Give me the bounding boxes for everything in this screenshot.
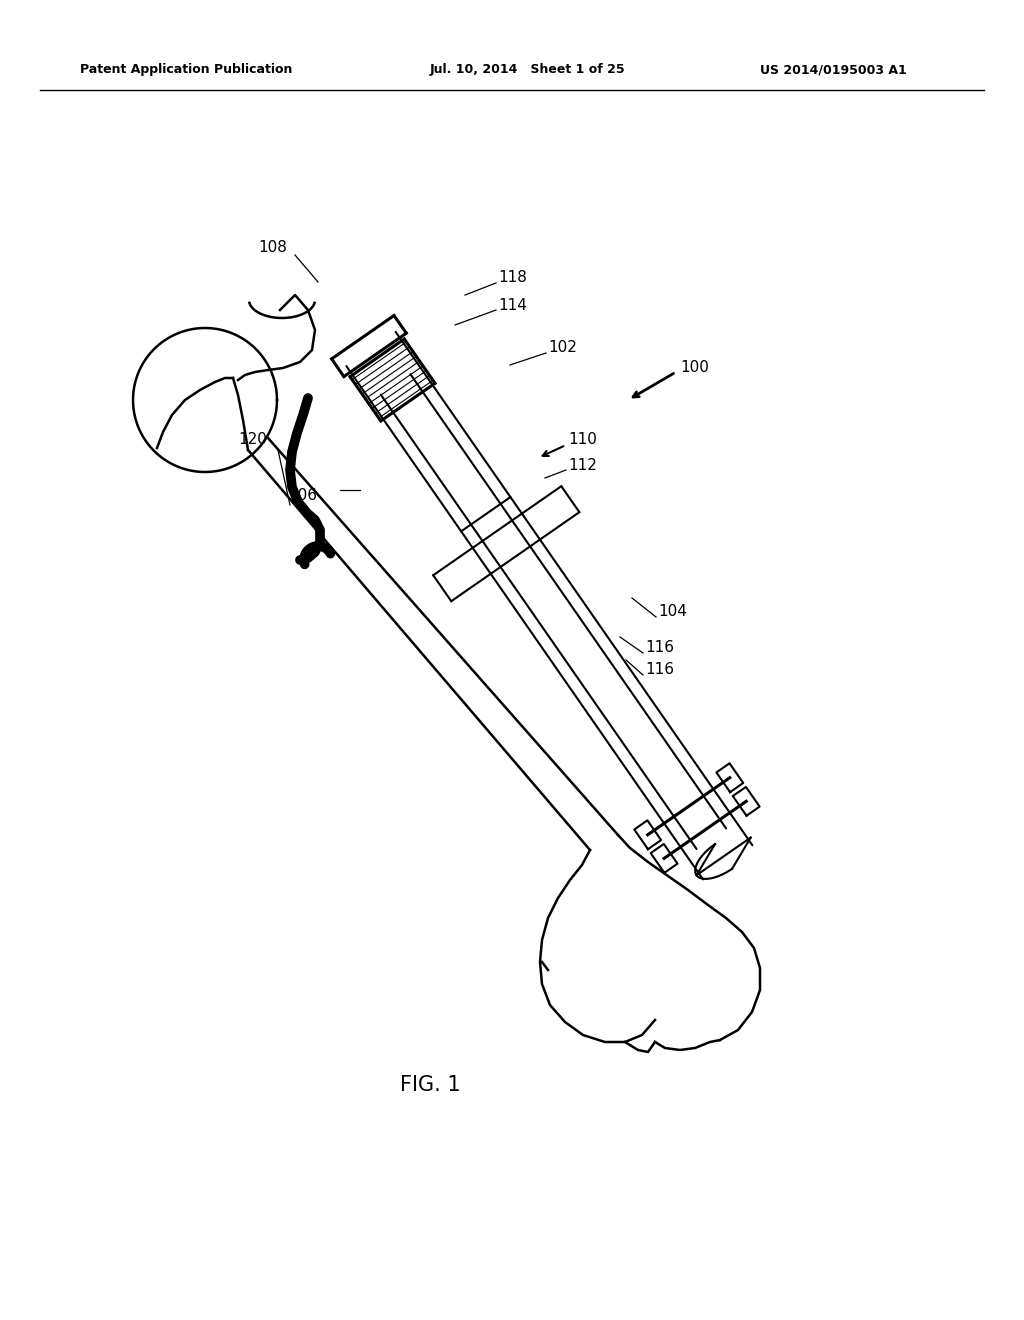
Text: 112: 112 bbox=[568, 458, 597, 473]
Text: Patent Application Publication: Patent Application Publication bbox=[80, 63, 293, 77]
Text: 120: 120 bbox=[238, 433, 267, 447]
Text: 106: 106 bbox=[288, 487, 317, 503]
Text: 116: 116 bbox=[645, 663, 674, 677]
Text: 108: 108 bbox=[258, 240, 287, 256]
Text: 104: 104 bbox=[658, 605, 687, 619]
Text: US 2014/0195003 A1: US 2014/0195003 A1 bbox=[760, 63, 906, 77]
Text: 116: 116 bbox=[645, 640, 674, 656]
Text: Jul. 10, 2014   Sheet 1 of 25: Jul. 10, 2014 Sheet 1 of 25 bbox=[430, 63, 626, 77]
Text: 110: 110 bbox=[568, 433, 597, 447]
Text: FIG. 1: FIG. 1 bbox=[399, 1074, 461, 1096]
Text: 114: 114 bbox=[498, 297, 527, 313]
Text: 100: 100 bbox=[680, 360, 709, 375]
Text: 118: 118 bbox=[498, 271, 527, 285]
Text: 102: 102 bbox=[548, 341, 577, 355]
